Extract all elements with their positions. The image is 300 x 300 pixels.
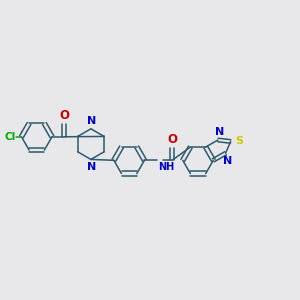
Text: N: N: [87, 116, 96, 126]
Text: N: N: [223, 156, 232, 166]
Text: NH: NH: [158, 162, 175, 172]
Text: N: N: [87, 162, 96, 172]
Text: O: O: [59, 109, 69, 122]
Text: N: N: [215, 127, 224, 137]
Text: O: O: [167, 133, 177, 146]
Text: S: S: [235, 136, 243, 146]
Text: Cl: Cl: [5, 132, 16, 142]
